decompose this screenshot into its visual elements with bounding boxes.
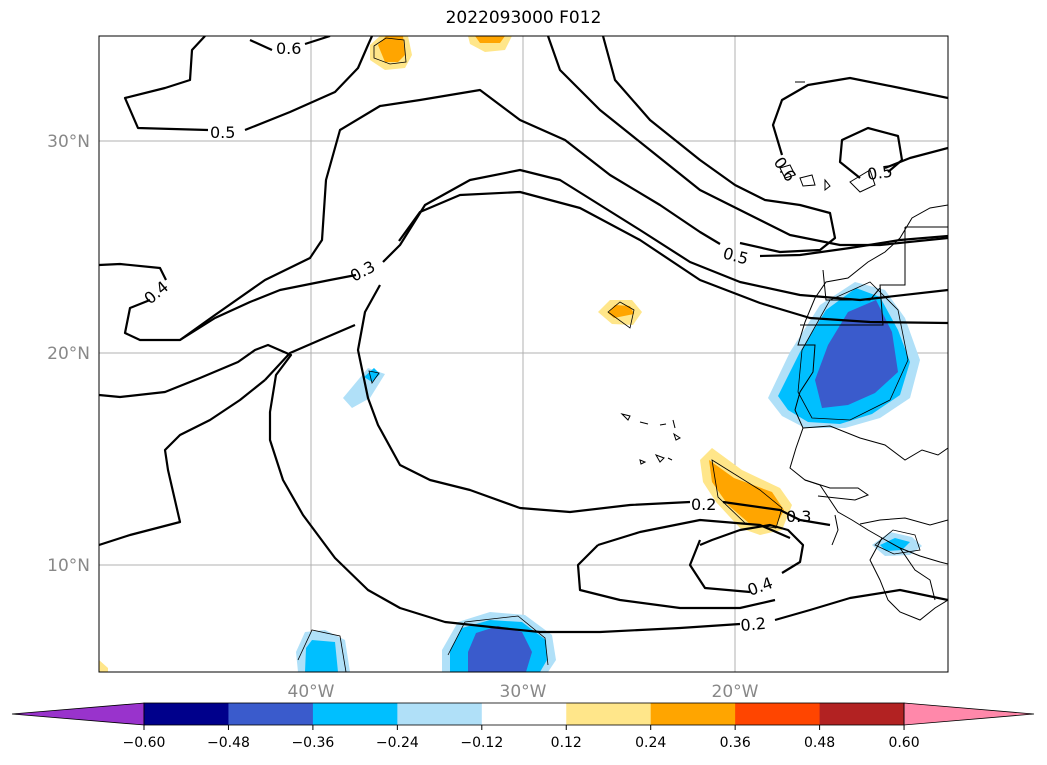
shaded-outlines xyxy=(297,37,921,672)
colorbar-tick-label: 0.12 xyxy=(551,735,582,751)
contour-label: 0.6 xyxy=(276,39,301,58)
contour-label: 0.4 xyxy=(140,277,172,308)
colorbar-tick-label: −0.24 xyxy=(376,735,419,751)
coastlines xyxy=(620,81,948,621)
contour-labels: 0.6 0.5 0.3 0.4 0.5 0.6 0.5 0.2 0.3 0.4 … xyxy=(140,39,893,635)
lon-label-20w: 20°W xyxy=(712,682,759,702)
colorbar-extend-max xyxy=(903,702,1035,726)
map-frame xyxy=(98,35,949,673)
gridlines xyxy=(99,36,948,672)
colorbar-segment xyxy=(481,703,567,725)
contour-label: 0.5 xyxy=(866,162,894,184)
contour-label: 0.2 xyxy=(691,495,716,514)
lat-label-10n: 10°N xyxy=(47,556,90,576)
colorbar: −0.60 −0.48 −0.36 −0.24 −0.12 0.12 0.24 0.36 0.4… xyxy=(11,702,1035,751)
lat-label-20n: 20°N xyxy=(47,344,90,364)
contour-label: 0.6 xyxy=(770,153,800,185)
colorbar-segment xyxy=(650,703,736,725)
colorbar-tick-label: 0.60 xyxy=(888,735,919,751)
colorbar-segment xyxy=(566,703,652,725)
colorbar-tick-label: 0.36 xyxy=(720,735,751,751)
colorbar-segment xyxy=(312,703,398,725)
colorbar-segment xyxy=(397,703,483,725)
colorbar-tick-label: −0.12 xyxy=(460,735,503,751)
colorbar-extend-min xyxy=(11,702,145,726)
colorbar-segment xyxy=(228,703,314,725)
colorbar-tick-label: −0.48 xyxy=(207,735,250,751)
colorbar-tick-label: −0.36 xyxy=(291,735,334,751)
contour-label: 0.4 xyxy=(745,573,775,600)
lat-labels: 30°N 20°N 10°N xyxy=(47,132,90,576)
colorbar-segment xyxy=(735,703,821,725)
contour-label: 0.3 xyxy=(786,507,811,526)
contour-label: 0.5 xyxy=(210,123,235,142)
colorbar-segment xyxy=(819,703,905,725)
colorbar-segment xyxy=(144,703,229,725)
colorbar-tick-label: 0.48 xyxy=(804,735,835,751)
lon-label-40w: 40°W xyxy=(288,682,335,702)
colorbar-tick-label: 0.24 xyxy=(635,735,666,751)
contour-label: 0.2 xyxy=(740,614,767,635)
map-area: 0.6 0.5 0.3 0.4 0.5 0.6 0.5 0.2 0.3 0.4 … xyxy=(99,36,948,672)
colorbar-frame xyxy=(143,702,905,726)
lon-label-30w: 30°W xyxy=(500,682,547,702)
colorbar-tick-label: −0.60 xyxy=(123,735,166,751)
lon-labels: 40°W 30°W 20°W xyxy=(288,682,759,702)
map-title: 2022093000 F012 xyxy=(445,8,602,28)
contour-label: 0.3 xyxy=(347,257,378,286)
lat-label-30n: 30°N xyxy=(47,132,90,152)
contour-lines xyxy=(99,36,948,634)
contour-label: 0.5 xyxy=(721,244,751,269)
